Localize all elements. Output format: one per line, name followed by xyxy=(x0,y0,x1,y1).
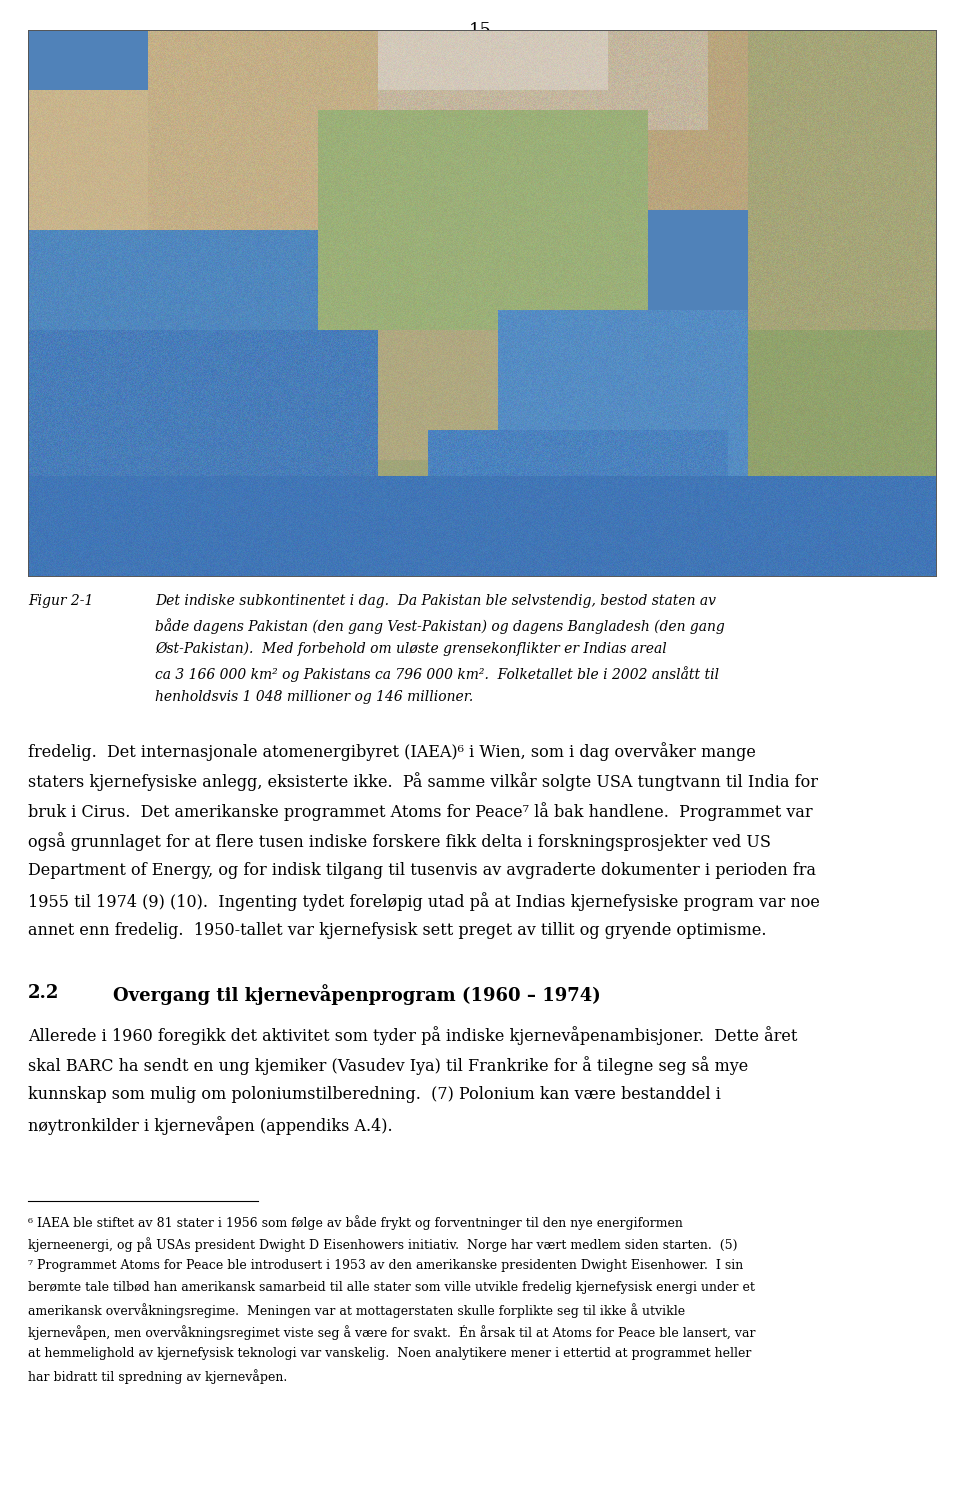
Text: ⁷ Programmet Atoms for Peace ble introdusert i 1953 av den amerikanske president: ⁷ Programmet Atoms for Peace ble introdu… xyxy=(28,1259,743,1272)
Text: berømte tale tilbød han amerikansk samarbeid til alle stater som ville utvikle f: berømte tale tilbød han amerikansk samar… xyxy=(28,1281,755,1293)
Text: 15: 15 xyxy=(468,22,492,40)
Text: kunnskap som mulig om poloniumstilberedning.  (7) Polonium kan være bestanddel i: kunnskap som mulig om poloniumstilberedn… xyxy=(28,1085,721,1103)
Text: både dagens Pakistan (den gang Vest-Pakistan) og dagens Bangladesh (den gang: både dagens Pakistan (den gang Vest-Paki… xyxy=(155,618,725,633)
Text: nøytronkilder i kjernevåpen (appendiks A.4).: nøytronkilder i kjernevåpen (appendiks A… xyxy=(28,1115,393,1135)
Text: Figur 2-1: Figur 2-1 xyxy=(28,594,93,608)
Text: 2.2: 2.2 xyxy=(28,984,60,1001)
Text: 1955 til 1974 (9) (10).  Ingenting tydet foreløpig utad på at Indias kjernefysis: 1955 til 1974 (9) (10). Ingenting tydet … xyxy=(28,892,820,910)
Text: Øst-Pakistan).  Med forbehold om uløste grensekonflikter er Indias areal: Øst-Pakistan). Med forbehold om uløste g… xyxy=(155,642,667,656)
Text: amerikansk overvåkningsregime.  Meningen var at mottagerstaten skulle forplikte : amerikansk overvåkningsregime. Meningen … xyxy=(28,1302,685,1317)
Text: annet enn fredelig.  1950-tallet var kjernefysisk sett preget av tillit og gryen: annet enn fredelig. 1950-tallet var kjer… xyxy=(28,922,766,939)
Text: staters kjernefysiske anlegg, eksisterte ikke.  På samme vilkår solgte USA tungt: staters kjernefysiske anlegg, eksisterte… xyxy=(28,772,818,790)
Text: ⁶ IAEA ble stiftet av 81 stater i 1956 som følge av både frykt og forventninger : ⁶ IAEA ble stiftet av 81 stater i 1956 s… xyxy=(28,1216,683,1231)
Text: henholdsvis 1 048 millioner og 146 millioner.: henholdsvis 1 048 millioner og 146 milli… xyxy=(155,690,473,704)
Text: ca 3 166 000 km² og Pakistans ca 796 000 km².  Folketallet ble i 2002 anslått ti: ca 3 166 000 km² og Pakistans ca 796 000… xyxy=(155,666,719,681)
Text: kjernevåpen, men overvåkningsregimet viste seg å være for svakt.  Én årsak til a: kjernevåpen, men overvåkningsregimet vis… xyxy=(28,1325,756,1340)
Text: bruk i Cirus.  Det amerikanske programmet Atoms for Peace⁷ lå bak handlene.  Pro: bruk i Cirus. Det amerikanske programmet… xyxy=(28,802,812,820)
Text: at hemmelighold av kjernefysisk teknologi var vanskelig.  Noen analytikere mener: at hemmelighold av kjernefysisk teknolog… xyxy=(28,1347,752,1359)
Text: kjerneenergi, og på USAs president Dwight D Eisenhowers initiativ.  Norge har væ: kjerneenergi, og på USAs president Dwigh… xyxy=(28,1237,737,1251)
Text: Overgang til kjernevåpenprogram (1960 – 1974): Overgang til kjernevåpenprogram (1960 – … xyxy=(113,984,601,1004)
Text: har bidratt til spredning av kjernevåpen.: har bidratt til spredning av kjernevåpen… xyxy=(28,1368,287,1383)
Text: Allerede i 1960 foregikk det aktivitet som tyder på indiske kjernevåpenambisjone: Allerede i 1960 foregikk det aktivitet s… xyxy=(28,1025,798,1045)
Text: fredelig.  Det internasjonale atomenergibyret (IAEA)⁶ i Wien, som i dag overvåke: fredelig. Det internasjonale atomenergib… xyxy=(28,743,756,760)
Text: også grunnlaget for at flere tusen indiske forskere fikk delta i forskningsprosj: også grunnlaget for at flere tusen indis… xyxy=(28,832,771,850)
Text: Det indiske subkontinentet i dag.  Da Pakistan ble selvstendig, bestod staten av: Det indiske subkontinentet i dag. Da Pak… xyxy=(155,594,716,608)
Text: skal BARC ha sendt en ung kjemiker (Vasudev Iya) til Frankrike for å tilegne seg: skal BARC ha sendt en ung kjemiker (Vasu… xyxy=(28,1055,748,1075)
Text: Department of Energy, og for indisk tilgang til tusenvis av avgraderte dokumente: Department of Energy, og for indisk tilg… xyxy=(28,862,816,879)
